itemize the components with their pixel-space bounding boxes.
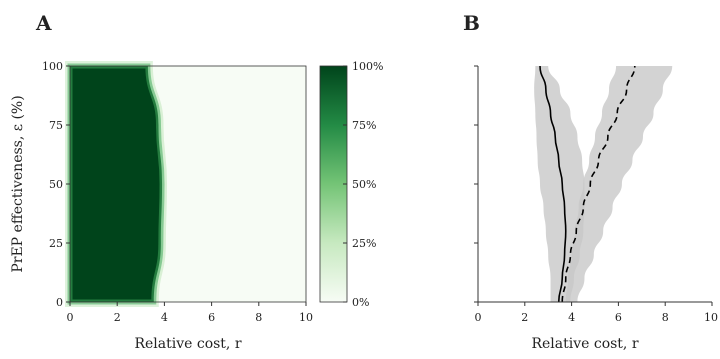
- heatmap-frame: [69, 65, 307, 303]
- colorbar-tick-label: 100%: [352, 60, 383, 73]
- confidence-band-solid: [534, 66, 585, 302]
- line-x-axis-label: Relative cost, r: [531, 336, 638, 352]
- x-tick-label: 8: [255, 311, 262, 324]
- colorbar-tick-label: 50%: [352, 178, 376, 191]
- y-tick-label: 0: [56, 296, 63, 309]
- line-axes: 0 2 4 6 8 10: [474, 65, 718, 324]
- x-tick-label: 10: [299, 311, 313, 324]
- colorbar-gradient: [319, 65, 348, 303]
- x-tick-label: 6: [615, 311, 622, 324]
- x-tick-label: 0: [475, 311, 482, 324]
- colorbar-tick-label: 25%: [352, 237, 376, 250]
- line-panel: 0 2 4 6 8 10 Relative cost, r: [474, 65, 718, 352]
- heatmap-transition-edge: [67, 63, 165, 305]
- y-tick-label: 75: [49, 119, 63, 132]
- colorbar-ticks: 0% 25% 50% 75% 100%: [343, 60, 383, 309]
- x-tick-label: 8: [662, 311, 669, 324]
- heatmap-high-region: [70, 66, 163, 302]
- y-tick-label: 100: [42, 60, 63, 73]
- x-tick-label: 10: [704, 311, 718, 324]
- heatmap-x-axis-label: Relative cost, r: [134, 336, 241, 352]
- heatmap-y-axis-label: PrEP effectiveness, ε (%): [10, 95, 26, 272]
- series-line-dashed: [561, 65, 636, 303]
- panel-b-label: B: [463, 11, 480, 35]
- x-tick-label: 4: [161, 311, 168, 324]
- series-lines: [539, 65, 636, 303]
- confidence-bands: [534, 66, 673, 302]
- colorbar-tick-label: 0%: [352, 296, 369, 309]
- y-tick-label: 25: [49, 237, 63, 250]
- x-tick-label: 4: [568, 311, 575, 324]
- x-tick-label: 2: [521, 311, 528, 324]
- x-tick-label: 2: [114, 311, 121, 324]
- confidence-band-dashed: [565, 66, 673, 302]
- x-tick-label: 6: [208, 311, 215, 324]
- series-line-solid: [539, 65, 567, 303]
- colorbar-tick-label: 75%: [352, 119, 376, 132]
- x-tick-label: 0: [67, 311, 74, 324]
- panel-a-label: A: [35, 11, 52, 35]
- y-tick-label: 50: [49, 178, 63, 191]
- colorbar: 0% 25% 50% 75% 100%: [319, 60, 383, 309]
